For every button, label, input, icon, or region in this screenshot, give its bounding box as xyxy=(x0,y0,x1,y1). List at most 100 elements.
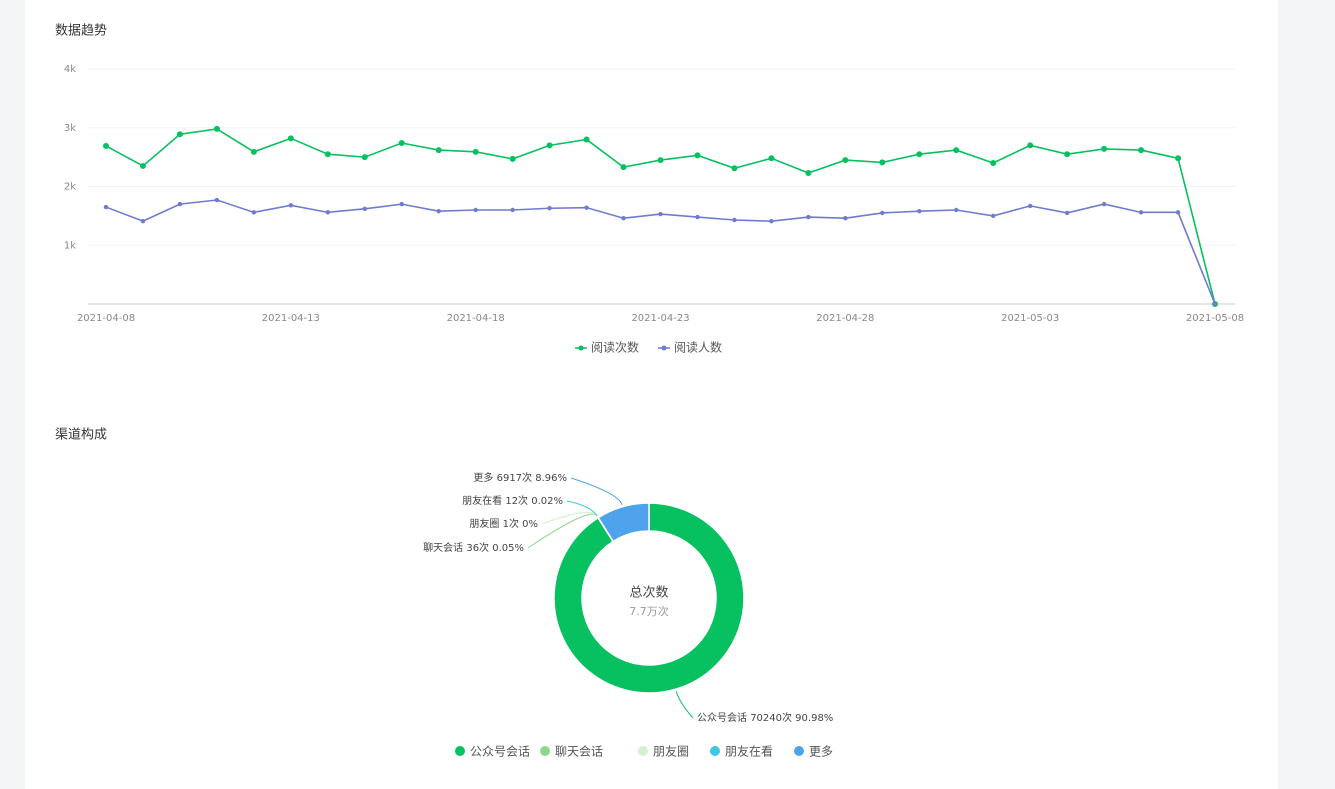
point xyxy=(176,131,183,138)
point xyxy=(213,125,220,132)
slice-value: 12次 0.02% xyxy=(505,494,563,507)
point xyxy=(1101,145,1108,152)
chart-title: 渠道构成 xyxy=(55,428,107,443)
y-tick-label: 3k xyxy=(64,123,76,134)
point xyxy=(1175,155,1182,162)
point xyxy=(768,155,775,162)
slice-value: 36次 0.05% xyxy=(466,541,524,554)
point xyxy=(842,157,849,164)
point xyxy=(103,204,109,210)
slice-name: 更多 xyxy=(473,471,493,484)
y-tick-label: 4k xyxy=(64,64,76,75)
slice-name: 公众号会话 xyxy=(697,711,747,724)
legend-symbol xyxy=(578,345,584,351)
slice-name: 聊天会话 xyxy=(423,541,463,554)
point xyxy=(990,160,997,166)
point xyxy=(251,210,257,215)
legend-symbol xyxy=(710,746,720,756)
point xyxy=(140,218,146,224)
legend-symbol xyxy=(455,746,465,756)
point xyxy=(731,165,738,172)
point xyxy=(991,213,996,219)
point xyxy=(1175,210,1181,215)
legend-symbol xyxy=(638,746,648,756)
point xyxy=(287,135,294,142)
point xyxy=(695,214,700,220)
point xyxy=(732,217,737,223)
slice xyxy=(553,502,745,694)
point xyxy=(325,210,330,215)
slice-value: 70240次 90.98% xyxy=(750,711,833,724)
card xyxy=(25,0,1278,789)
point xyxy=(583,136,590,143)
legend-symbol xyxy=(661,345,667,351)
point xyxy=(250,148,257,155)
point xyxy=(214,197,220,203)
legend-label: 公众号会话 xyxy=(470,745,530,759)
point xyxy=(177,201,183,207)
point xyxy=(953,147,960,154)
legend-label: 朋友在看 xyxy=(725,745,773,759)
series-line xyxy=(105,128,1216,305)
slice-value: 6917次 8.96% xyxy=(497,471,567,484)
x-tick-label: 2021-05-08 xyxy=(1186,313,1244,324)
point xyxy=(1138,147,1145,154)
point xyxy=(1064,210,1070,216)
leader-line xyxy=(675,690,694,719)
leader-line xyxy=(566,500,598,517)
slice-label: 聊天会话 36次 0.05% xyxy=(423,541,524,554)
point xyxy=(621,216,626,221)
legend-label: 阅读人数 xyxy=(674,340,722,355)
point xyxy=(916,151,923,158)
point xyxy=(546,142,553,149)
point xyxy=(1101,201,1107,207)
legend-label: 朋友圈 xyxy=(653,745,689,759)
point xyxy=(510,207,515,213)
point xyxy=(694,152,701,159)
point xyxy=(103,142,109,149)
point xyxy=(472,148,479,155)
point xyxy=(917,208,922,214)
legend-label: 更多 xyxy=(809,745,833,759)
point xyxy=(399,201,404,207)
point xyxy=(473,207,478,213)
point xyxy=(1027,142,1034,149)
point xyxy=(657,157,664,164)
point xyxy=(584,205,589,210)
point xyxy=(1212,301,1218,307)
slice-label: 更多 6917次 8.96% xyxy=(473,471,567,484)
point xyxy=(435,147,442,154)
slice-label: 朋友圈 1次 0% xyxy=(469,517,538,530)
point xyxy=(879,159,886,166)
point xyxy=(398,140,405,147)
point xyxy=(361,154,368,161)
point xyxy=(805,169,812,176)
x-tick-label: 2021-05-03 xyxy=(1001,313,1059,324)
slice-label: 朋友在看 12次 0.02% xyxy=(462,494,563,507)
point xyxy=(1064,151,1071,158)
legend-label: 阅读次数 xyxy=(591,340,639,355)
legend-label: 聊天会话 xyxy=(555,745,603,759)
point xyxy=(288,203,294,208)
center-label: 7.7万次 xyxy=(629,604,669,618)
point xyxy=(1027,203,1033,209)
x-tick-label: 2021-04-28 xyxy=(816,313,874,324)
point xyxy=(769,218,774,224)
leader-line xyxy=(570,477,623,506)
legend-symbol xyxy=(794,746,804,756)
slice-name: 朋友圈 xyxy=(469,517,499,530)
point xyxy=(362,206,367,212)
point xyxy=(954,207,959,213)
point xyxy=(509,155,516,162)
center-title: 总次数 xyxy=(629,585,668,601)
slice-value: 1次 0% xyxy=(503,517,538,530)
x-tick-label: 2021-04-18 xyxy=(447,313,505,324)
point xyxy=(620,164,627,171)
point xyxy=(547,206,552,211)
y-tick-label: 2k xyxy=(64,182,76,193)
point xyxy=(843,216,848,221)
slice xyxy=(597,502,650,543)
y-tick-label: 1k xyxy=(64,240,76,251)
